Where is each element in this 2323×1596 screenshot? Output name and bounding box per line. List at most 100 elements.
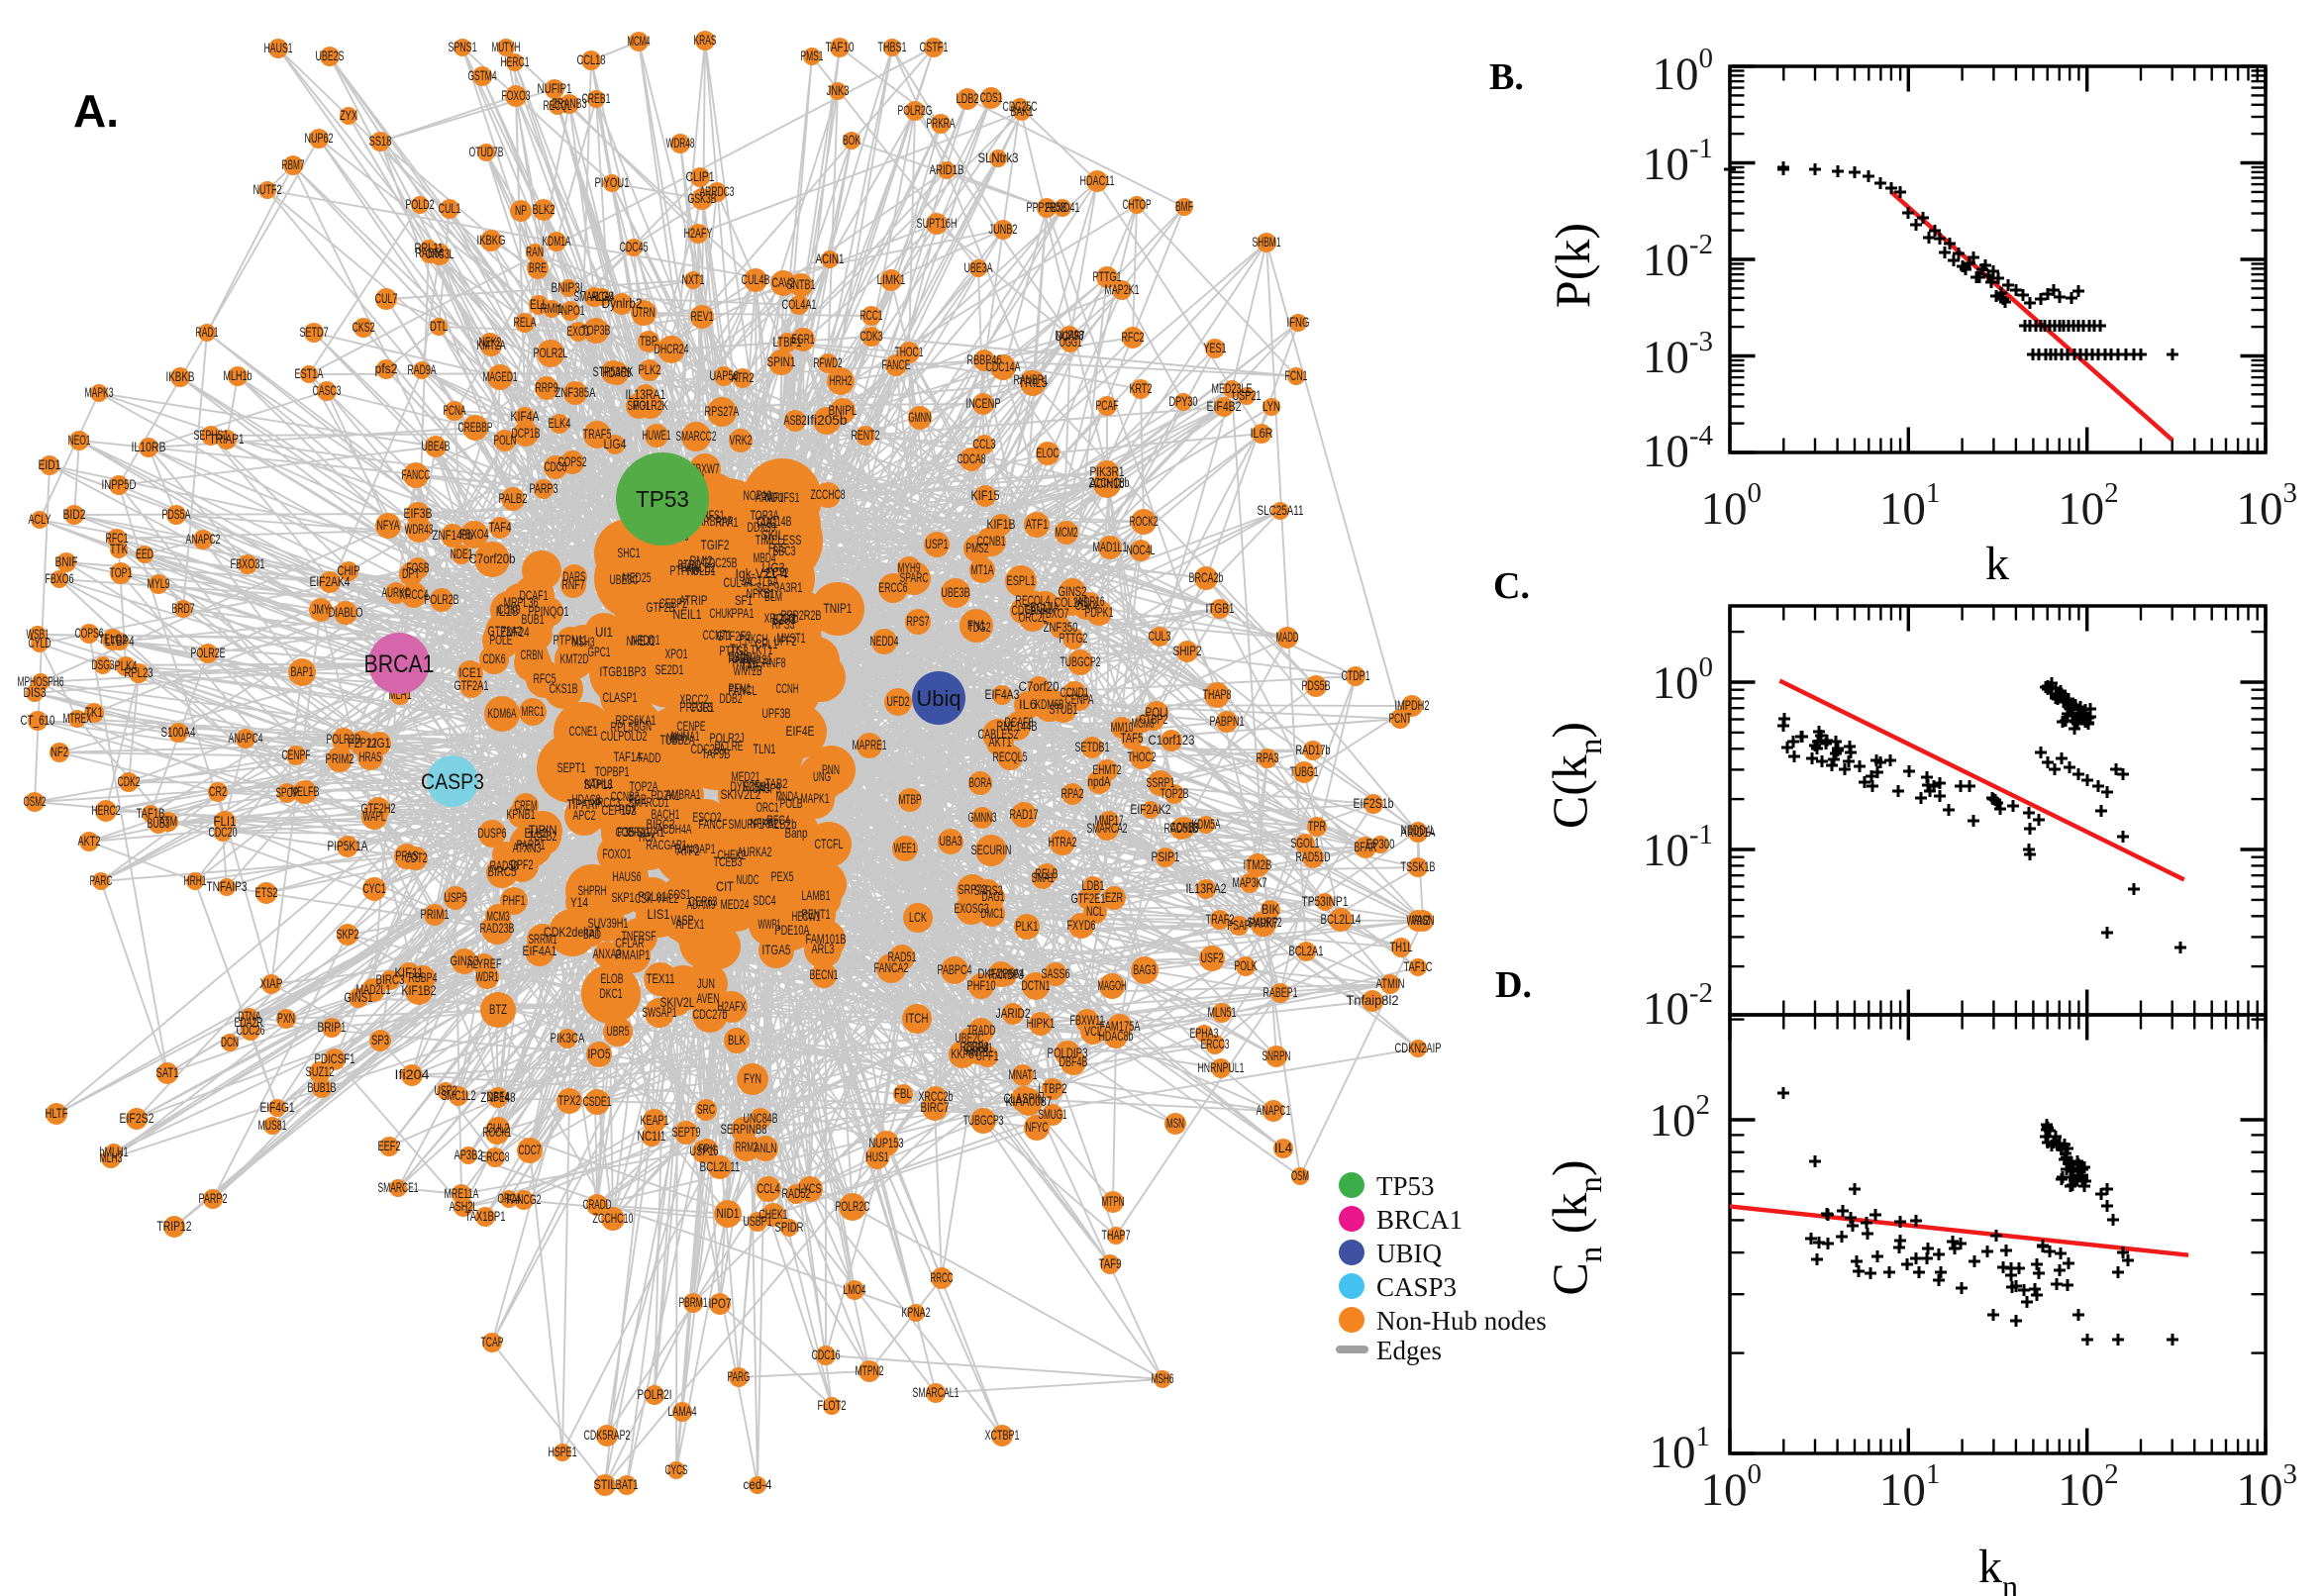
svg-text:BUB1B: BUB1B	[308, 1079, 337, 1095]
svg-text:CLASPIN: CLASPIN	[1004, 1090, 1045, 1106]
svg-text:CKS2: CKS2	[353, 319, 375, 335]
svg-text:UBE3C: UBE3C	[610, 571, 639, 587]
svg-text:EIF2AK2: EIF2AK2	[1131, 801, 1171, 817]
svg-text:RCC1: RCC1	[860, 307, 883, 323]
svg-text:CIT: CIT	[716, 878, 734, 894]
svg-text:CCL18: CCL18	[577, 51, 606, 67]
svg-text:MLH1b: MLH1b	[224, 367, 252, 383]
svg-text:MMP17: MMP17	[1095, 812, 1124, 828]
svg-text:pfs2: pfs2	[375, 360, 398, 376]
svg-text:DIS3: DIS3	[24, 684, 47, 700]
svg-text:PBRM1: PBRM1	[679, 1294, 708, 1310]
svg-text:RFC2: RFC2	[1122, 329, 1145, 345]
svg-text:TRADD: TRADD	[967, 1022, 996, 1038]
svg-text:XRCC4: XRCC4	[400, 586, 429, 602]
svg-text:RPS27A: RPS27A	[705, 403, 740, 419]
svg-text:SETD7: SETD7	[300, 324, 329, 340]
svg-text:RENT2: RENT2	[852, 427, 880, 443]
svg-text:SHC1: SHC1	[618, 545, 641, 560]
svg-text:ERCC6: ERCC6	[879, 579, 908, 595]
svg-text:npdA: npdA	[1088, 773, 1111, 789]
svg-text:ARID1A: ARID1A	[1401, 824, 1436, 840]
svg-text:SUPT16H: SUPT16H	[917, 215, 958, 231]
svg-text:IPO7: IPO7	[709, 1295, 732, 1311]
svg-text:TBP: TBP	[640, 333, 657, 349]
svg-text:TRIP12: TRIP12	[157, 1218, 192, 1234]
svg-text:DPT: DPT	[402, 565, 420, 581]
svg-text:DCTN1: DCTN1	[1022, 977, 1051, 993]
svg-text:UBR5: UBR5	[607, 1023, 630, 1039]
svg-text:LIMK1: LIMK1	[877, 271, 906, 287]
svg-text:ZYX: ZYX	[340, 107, 357, 123]
svg-text:MCM6: MCM6	[1132, 715, 1155, 731]
svg-text:CUL3: CUL3	[1149, 628, 1171, 644]
svg-text:CCNT1: CCNT1	[703, 627, 732, 643]
svg-text:ATR2: ATR2	[732, 369, 755, 385]
svg-text:UBE3A: UBE3A	[964, 259, 993, 275]
svg-text:WDR48: WDR48	[666, 135, 695, 150]
svg-text:INCENP: INCENP	[966, 395, 1001, 411]
svg-text:FN1: FN1	[967, 617, 985, 633]
svg-text:UBA3: UBA3	[940, 833, 962, 848]
svg-text:TP53: TP53	[636, 486, 689, 512]
svg-text:TGIF2: TGIF2	[701, 537, 730, 552]
svg-text:CKS1B: CKS1B	[550, 680, 578, 696]
svg-text:RAD51B: RAD51B	[1164, 820, 1199, 836]
svg-text:HNRNPUL1: HNRNPUL1	[1198, 1059, 1245, 1075]
svg-text:NP: NP	[515, 202, 527, 218]
svg-text:HERC1: HERC1	[501, 53, 530, 69]
svg-text:CHTOP: CHTOP	[1123, 196, 1152, 212]
svg-text:CAV2: CAV2	[772, 274, 795, 290]
svg-text:NEO1: NEO1	[68, 432, 91, 448]
svg-text:SAT1: SAT1	[156, 1064, 179, 1080]
svg-text:COL4A1: COL4A1	[782, 296, 817, 312]
svg-text:RAD1: RAD1	[196, 324, 219, 340]
svg-text:HERC2: HERC2	[92, 802, 121, 818]
svg-text:ERCC8: ERCC8	[481, 1148, 510, 1164]
svg-text:USP15: USP15	[690, 1143, 719, 1158]
svg-text:RPL5: RPL5	[611, 719, 634, 735]
svg-text:DCAF8: DCAF8	[1005, 714, 1034, 730]
svg-text:BAP1: BAP1	[291, 663, 314, 679]
svg-text:ELOC: ELOC	[1037, 445, 1060, 460]
svg-text:SKP1: SKP1	[612, 889, 635, 905]
svg-text:EIF3B: EIF3B	[404, 505, 433, 521]
svg-text:ICE1: ICE1	[459, 664, 482, 680]
svg-text:EZR: EZR	[1105, 889, 1123, 905]
svg-text:PLK1: PLK1	[1016, 918, 1039, 934]
svg-text:DSG3: DSG3	[92, 656, 115, 672]
svg-text:NEDD4: NEDD4	[870, 633, 899, 648]
svg-text:STIL: STIL	[594, 1476, 617, 1492]
svg-text:LMO4: LMO4	[844, 1281, 866, 1297]
svg-text:PDICSF1: PDICSF1	[315, 1050, 355, 1066]
svg-text:NOP10: NOP10	[744, 487, 772, 503]
svg-text:RPL23: RPL23	[125, 664, 153, 680]
svg-text:USP2: USP2	[435, 1082, 457, 1098]
svg-text:RPS7: RPS7	[907, 613, 930, 629]
svg-text:PXN: PXN	[277, 1010, 295, 1026]
svg-text:MYST1: MYST1	[777, 630, 806, 646]
svg-text:TOPBP1: TOPBP1	[595, 763, 630, 779]
svg-text:ROCK2: ROCK2	[1130, 513, 1159, 529]
svg-text:FAM101B: FAM101B	[806, 931, 847, 947]
svg-text:COPS2: COPS2	[558, 453, 587, 469]
svg-text:SMARCAL1: SMARCAL1	[913, 1384, 960, 1400]
svg-text:Tnfaip8l2: Tnfaip8l2	[1347, 992, 1399, 1008]
svg-text:TH1L: TH1L	[1390, 939, 1413, 954]
svg-text:GPC1: GPC1	[588, 644, 611, 659]
svg-text:GTF2E1: GTF2E1	[1071, 890, 1106, 906]
svg-text:DBF4: DBF4	[487, 1088, 510, 1104]
svg-text:CDK5RAP2: CDK5RAP2	[584, 1427, 631, 1443]
svg-text:JMY: JMY	[312, 601, 330, 617]
svg-text:RBM7: RBM7	[282, 156, 305, 172]
svg-text:FANCE: FANCE	[882, 356, 911, 372]
svg-text:NOC4L: NOC4L	[1127, 542, 1156, 557]
svg-text:MCM4: MCM4	[628, 33, 651, 49]
svg-text:KMT2A: KMT2A	[477, 337, 506, 352]
svg-text:CYC1: CYC1	[363, 880, 386, 896]
svg-text:CLIP1: CLIP1	[686, 168, 715, 184]
svg-text:POLD2: POLD2	[406, 196, 435, 212]
svg-text:CASP3: CASP3	[1376, 1272, 1457, 1302]
svg-text:SP3: SP3	[371, 1032, 389, 1047]
svg-text:MED24: MED24	[721, 896, 750, 912]
